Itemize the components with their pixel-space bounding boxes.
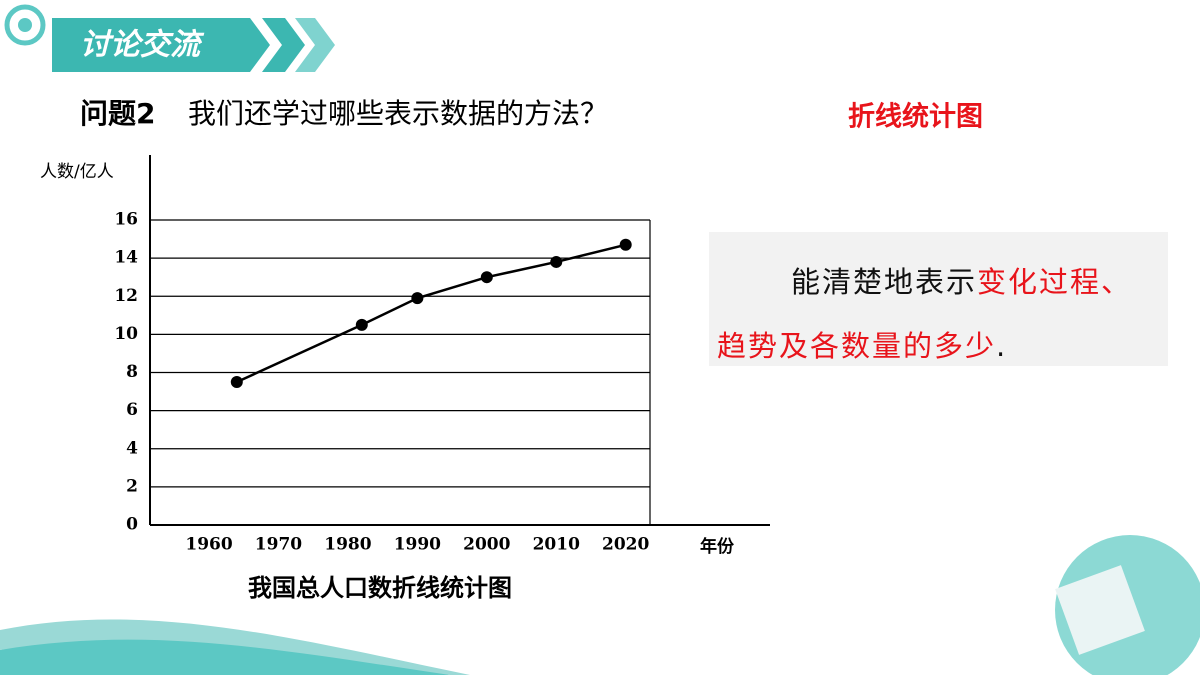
chart-title: 我国总人口数折线统计图 (248, 574, 512, 602)
text-segment: 能清楚地表示 (791, 265, 978, 299)
y-tick-label: 2 (126, 476, 138, 496)
decor-wave (0, 632, 450, 675)
line (236, 243, 626, 384)
y-tick-label: 6 (126, 400, 138, 420)
header-banner (52, 18, 270, 72)
point (480, 271, 493, 284)
answer: 折线统计图 (848, 101, 983, 133)
decor-arrow (262, 18, 305, 72)
y-tick-label: 10 (114, 324, 138, 344)
decor-illustration (1055, 565, 1145, 655)
y-tick-label: 12 (114, 286, 138, 306)
x-axis-label: 年份 (700, 536, 735, 557)
point (230, 376, 243, 389)
x-tick-label: 2010 (533, 535, 580, 555)
text-segment: 变化过程、 (977, 265, 1133, 299)
x-tick-label: 1990 (394, 535, 441, 555)
y-tick-label: 16 (114, 210, 138, 230)
text-box: 能清楚地表示变化过程、趋势及各数量的多少. (709, 232, 1168, 366)
decor-target (4, 4, 46, 46)
point (411, 292, 424, 305)
x-tick-label: 1960 (185, 535, 232, 555)
decor-arrow (295, 18, 335, 72)
text-line: 能清楚地表示变化过程、 (717, 250, 1168, 314)
text-segment: . (996, 329, 1008, 363)
text-line: 趋势及各数量的多少. (717, 314, 1168, 378)
text-segment: 趋势及各数量的多少 (717, 329, 997, 363)
x-tick-label: 2020 (602, 535, 649, 555)
y-axis-label: 人数/亿人 (40, 162, 114, 182)
point (619, 238, 632, 251)
header-title: 讨论交流 (80, 28, 205, 63)
y-tick-label: 4 (126, 438, 138, 458)
point (355, 318, 368, 331)
x-tick-label: 1980 (324, 535, 371, 555)
decor-target (18, 18, 32, 32)
x-tick-label: 2000 (463, 535, 510, 555)
decor-wave (0, 619, 470, 675)
x-tick-label: 1970 (255, 535, 302, 555)
y-tick-label: 14 (114, 248, 138, 268)
y-tick-label: 8 (126, 362, 138, 382)
question-text: 我们还学过哪些表示数据的方法？ (188, 97, 608, 130)
y-tick-label: 0 (126, 515, 138, 535)
point (550, 255, 563, 268)
question-label: 问题2 (80, 97, 155, 130)
